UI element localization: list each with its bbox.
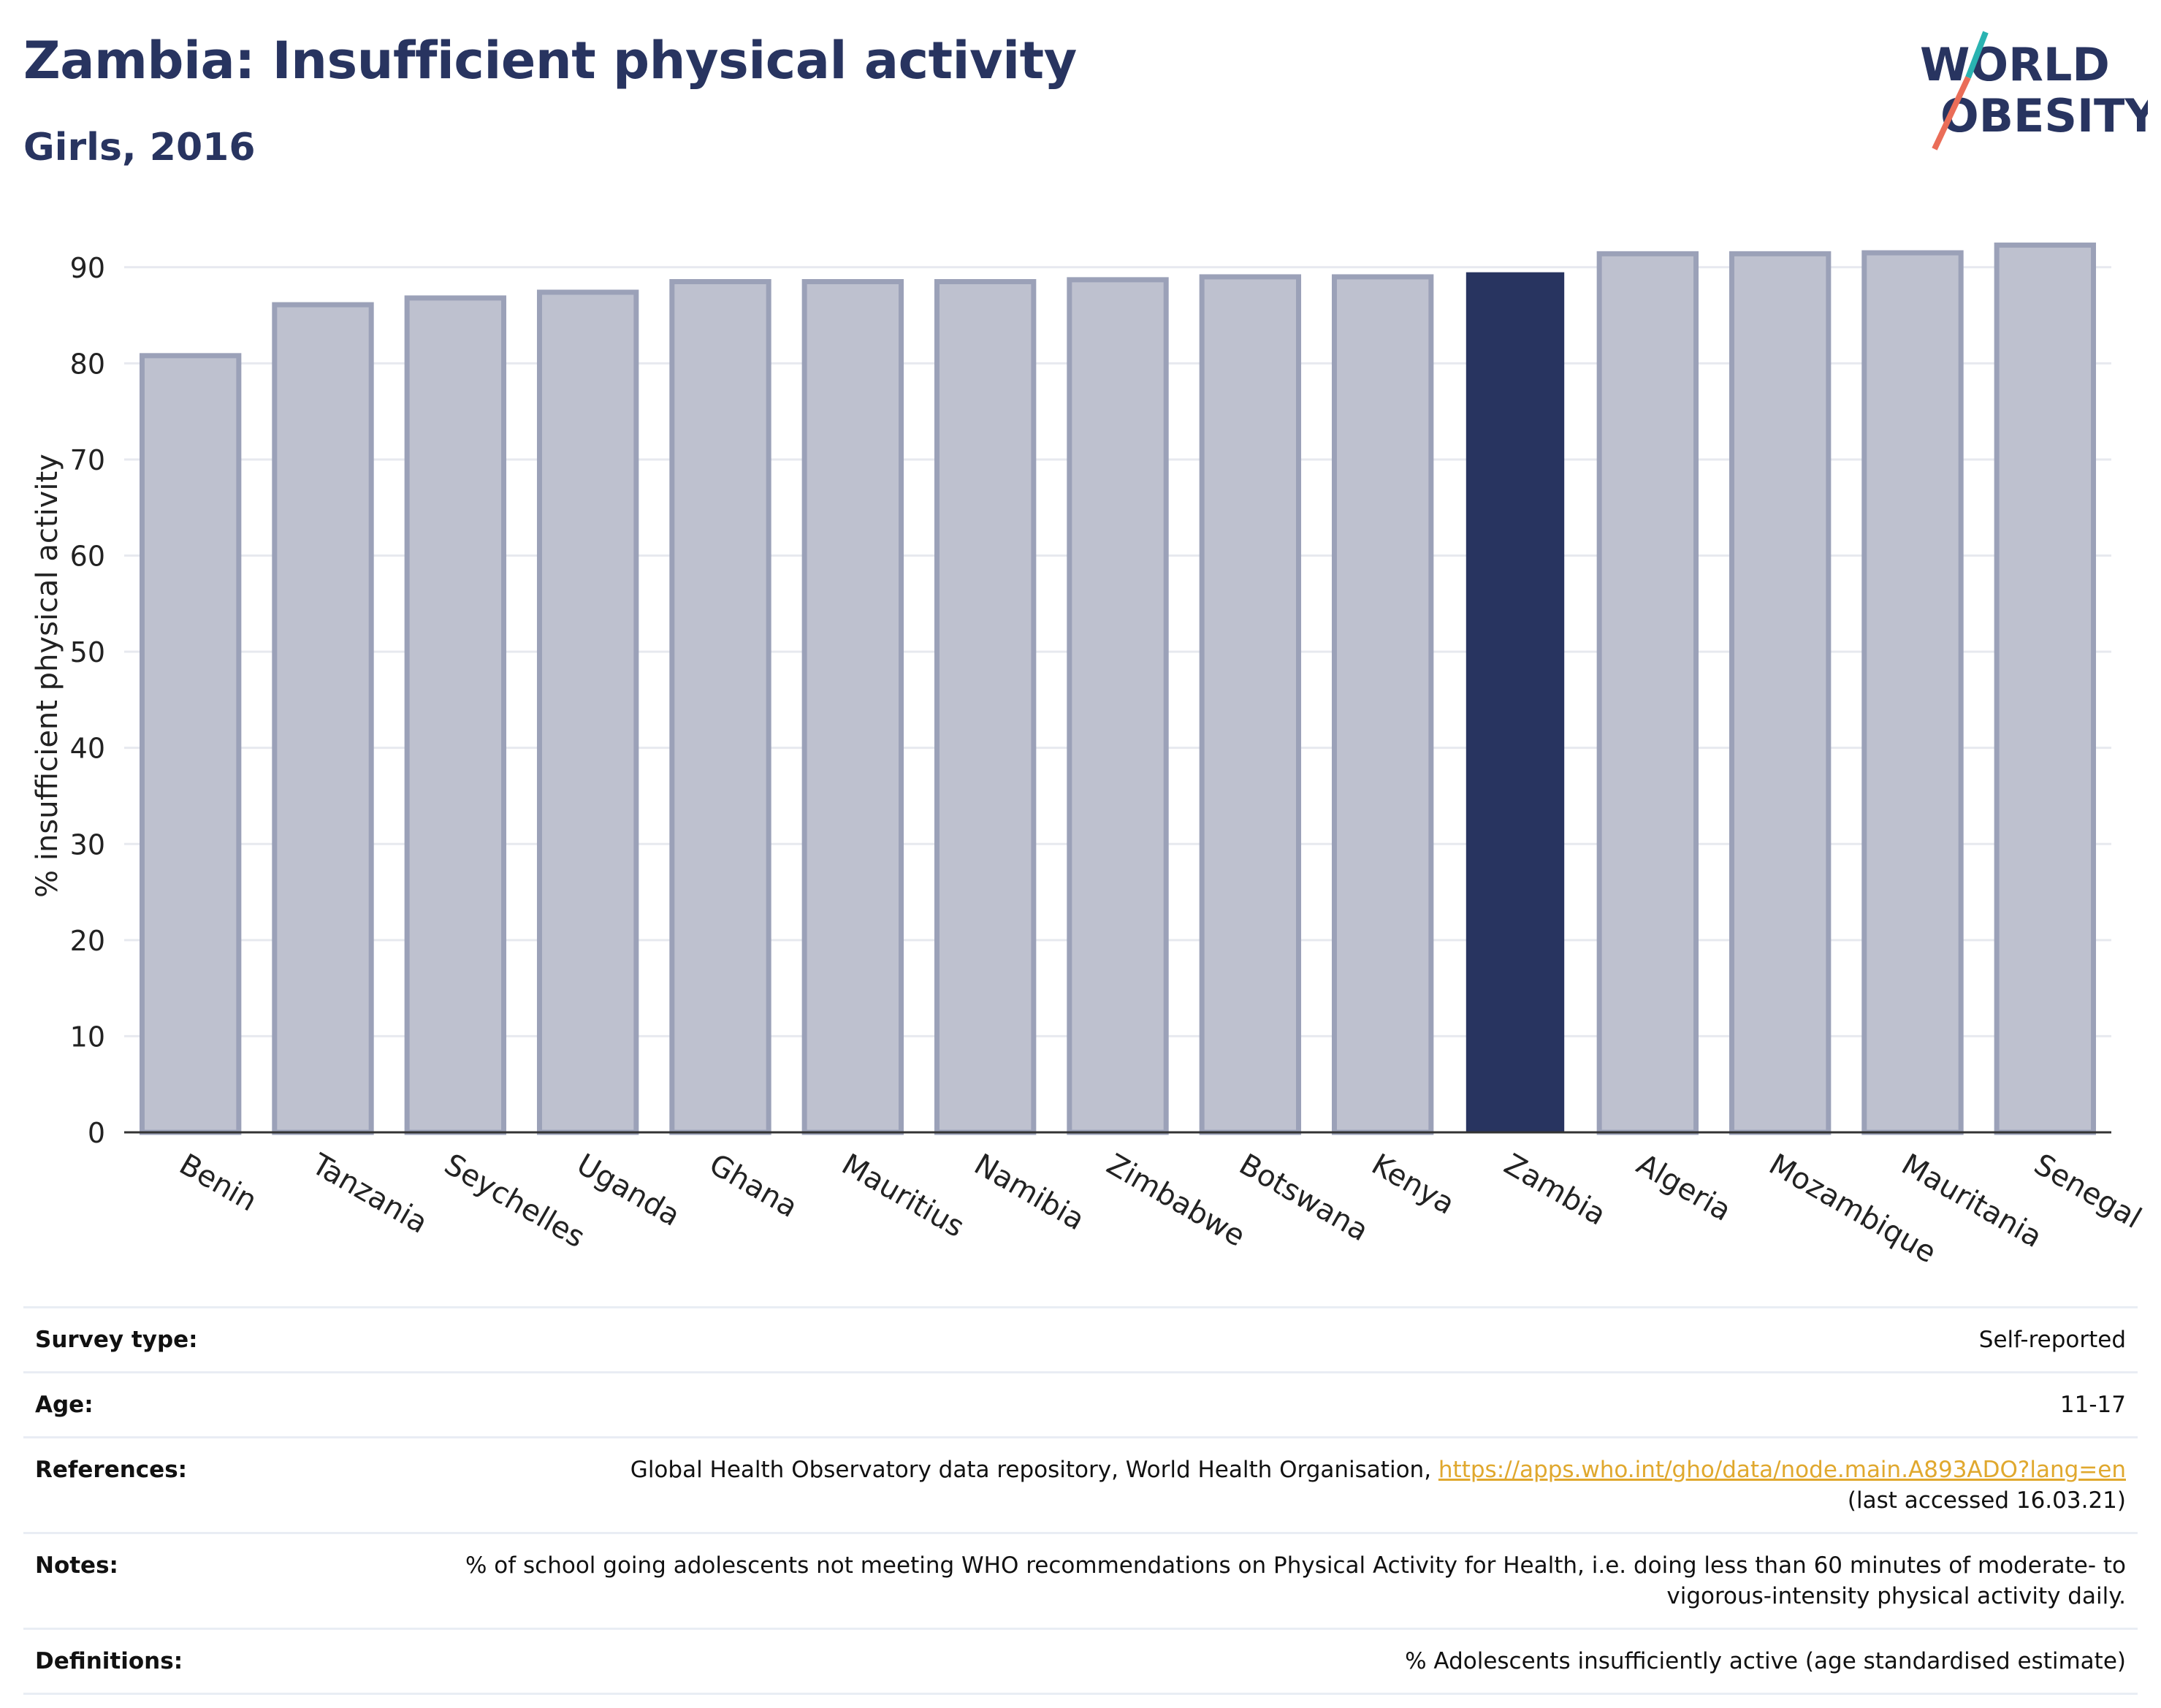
meta-value: Global Health Observatory data repositor… <box>630 1455 2126 1516</box>
y-tick-label: 10 <box>70 1021 105 1053</box>
world-obesity-logo: WORLD OBESITY <box>1920 31 2148 150</box>
x-tick-label: Seychelles <box>438 1148 590 1254</box>
bar-zambia <box>1466 272 1565 1134</box>
x-tick-label: Tanzania <box>305 1147 433 1240</box>
bar-ghana <box>669 279 771 1135</box>
y-axis-label: % insufficient physical activity <box>31 454 64 898</box>
bar-seychelles <box>404 295 507 1135</box>
x-tick-label: Benin <box>174 1148 263 1219</box>
bar-tanzania <box>272 302 374 1135</box>
y-tick-label: 20 <box>70 925 105 957</box>
x-tick-label: Kenya <box>1366 1148 1460 1221</box>
reference-text: Global Health Observatory data repositor… <box>630 1457 1438 1483</box>
meta-row-survey-type: Survey type: Self-reported <box>23 1306 2138 1371</box>
reference-link[interactable]: https://apps.who.int/gho/data/node.main.… <box>1438 1457 2126 1483</box>
logo-slash-teal <box>1965 31 1989 79</box>
y-tick-label: 60 <box>70 541 105 573</box>
logo-slash-coral <box>1932 76 1971 150</box>
x-tick-label: Ghana <box>704 1148 803 1224</box>
bar-botswana <box>1199 274 1302 1135</box>
page-title: Zambia: Insufficient physical activity <box>23 31 1077 91</box>
y-tick-label: 0 <box>88 1117 105 1149</box>
y-tick-label: 40 <box>70 733 105 765</box>
bar-mozambique <box>1729 251 1832 1135</box>
x-tick-label: Uganda <box>571 1148 686 1233</box>
bar-zimbabwe <box>1067 277 1169 1135</box>
x-tick-label: Botswana <box>1233 1148 1373 1248</box>
logo-line2: OBESITY <box>1940 89 2148 142</box>
bar-benin <box>139 353 242 1135</box>
meta-value: 11-17 <box>2059 1392 2126 1418</box>
bar-senegal <box>1994 243 2097 1135</box>
meta-row-age: Age: 11-17 <box>23 1371 2138 1436</box>
meta-value: % Adolescents insufficiently active (age… <box>1405 1648 2126 1674</box>
meta-value: % of school going adolescents not meetin… <box>465 1552 2126 1609</box>
bar-uganda <box>536 289 639 1135</box>
meta-key: Age: <box>35 1392 94 1418</box>
meta-row-references: References: Global Health Observatory da… <box>23 1436 2138 1532</box>
bar-mauritania <box>1861 250 1964 1135</box>
x-tick-label: Namibia <box>969 1148 1090 1238</box>
bar-mauritius <box>801 279 904 1135</box>
bar-kenya <box>1331 274 1434 1135</box>
y-tick-label: 70 <box>70 444 105 476</box>
meta-key: Definitions: <box>35 1648 183 1674</box>
y-tick-label: 90 <box>70 252 105 284</box>
y-tick-label: 50 <box>70 636 105 668</box>
meta-key: References: <box>35 1457 188 1483</box>
meta-row-definitions: Definitions: % Adolescents insufficientl… <box>23 1628 2138 1695</box>
bar-namibia <box>934 279 1037 1135</box>
meta-key: Survey type: <box>35 1327 198 1353</box>
x-tick-label: Algeria <box>1631 1148 1737 1228</box>
page-subtitle: Girls, 2016 <box>23 126 256 169</box>
y-tick-label: 30 <box>70 828 105 861</box>
bar-algeria <box>1596 251 1699 1135</box>
logo-line1: WORLD <box>1920 38 2110 91</box>
meta-value: Self-reported <box>1978 1327 2126 1353</box>
reference-accessed: (last accessed 16.03.21) <box>1847 1487 2126 1514</box>
metadata-table: Survey type: Self-reported Age: 11-17 Re… <box>23 1306 2138 1695</box>
x-tick-label: Senegal <box>2028 1148 2146 1235</box>
x-tick-label: Mauritius <box>836 1148 969 1244</box>
meta-row-notes: Notes: % of school going adolescents not… <box>23 1532 2138 1628</box>
x-tick-label: Zimbabwe <box>1101 1148 1251 1254</box>
y-tick-label: 80 <box>70 348 105 380</box>
x-tick-label: Zambia <box>1498 1148 1612 1232</box>
meta-key: Notes: <box>35 1552 118 1579</box>
bar-chart: 0 10 20 30 40 50 60 70 80 90 % insufficient physic… <box>31 243 2147 1270</box>
